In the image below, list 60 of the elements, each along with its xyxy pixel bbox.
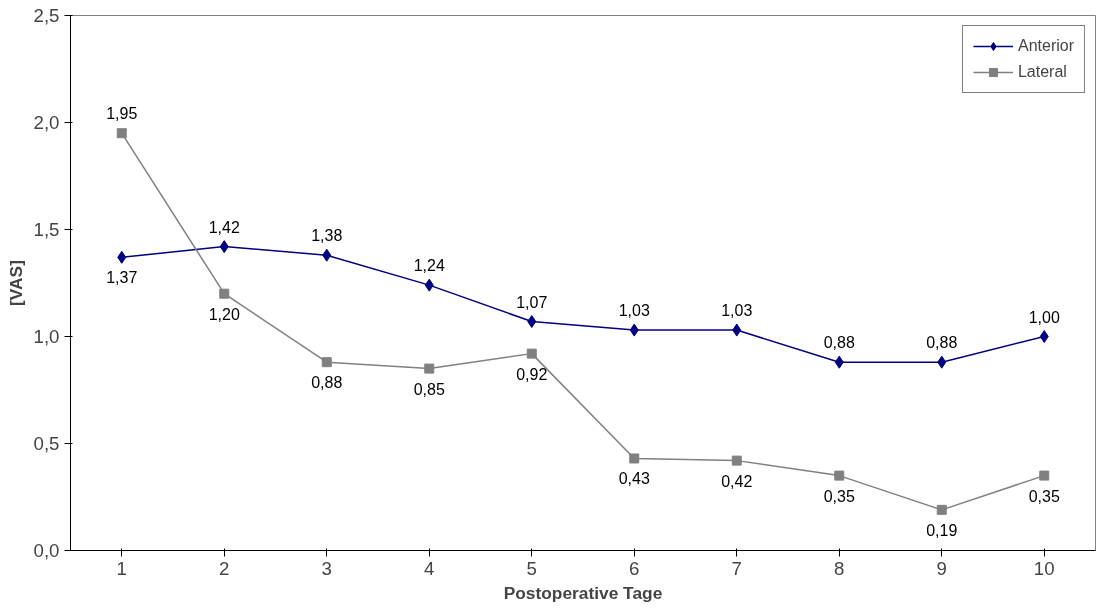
point bbox=[321, 357, 332, 368]
x-tick-label: 6 bbox=[629, 557, 640, 579]
data-label: 1,38 bbox=[311, 227, 343, 245]
point bbox=[834, 355, 844, 369]
data-label: 1,03 bbox=[721, 302, 753, 320]
x-tick-label: 9 bbox=[936, 557, 947, 579]
data-label: 0,43 bbox=[618, 470, 650, 488]
data-label: 0,92 bbox=[516, 365, 548, 383]
y-tick-label: 2,0 bbox=[33, 112, 60, 133]
data-label: 0,35 bbox=[823, 487, 855, 505]
y-tick-label: 0,5 bbox=[33, 433, 60, 454]
legend-label: Lateral bbox=[1017, 63, 1067, 81]
point bbox=[117, 250, 127, 264]
point bbox=[424, 278, 434, 292]
point bbox=[1039, 470, 1050, 481]
y-tick-label: 1,5 bbox=[33, 219, 60, 240]
y-tick-label: 0,0 bbox=[33, 540, 60, 561]
point bbox=[834, 470, 845, 481]
data-label: 0,88 bbox=[311, 374, 343, 392]
data-label: 1,42 bbox=[208, 218, 240, 236]
data-label: 1,37 bbox=[106, 269, 138, 287]
point bbox=[424, 363, 435, 374]
data-label: 0,42 bbox=[721, 472, 753, 490]
data-label: 1,20 bbox=[208, 305, 240, 323]
x-tick-label: 8 bbox=[834, 557, 845, 579]
x-tick-label: 3 bbox=[321, 557, 332, 579]
point bbox=[219, 240, 229, 254]
point bbox=[116, 128, 127, 139]
point bbox=[1039, 330, 1049, 343]
y-tick-label: 2,5 bbox=[33, 5, 60, 26]
data-label: 1,95 bbox=[106, 105, 138, 123]
data-label: 0,88 bbox=[823, 334, 855, 352]
point bbox=[527, 315, 537, 329]
data-label: 0,88 bbox=[926, 334, 958, 352]
data-label: 0,19 bbox=[926, 521, 958, 539]
point bbox=[731, 455, 742, 466]
x-tick-label: 2 bbox=[219, 557, 230, 579]
x-axis-title: Postoperative Tage bbox=[503, 582, 663, 603]
data-label: 1,24 bbox=[413, 257, 445, 275]
point bbox=[526, 348, 537, 359]
point bbox=[219, 288, 230, 299]
y-axis-title: [VAS] bbox=[5, 260, 26, 306]
point bbox=[322, 248, 332, 262]
y-tick-label: 1,0 bbox=[33, 326, 60, 347]
point bbox=[629, 323, 639, 337]
data-label: 1,00 bbox=[1028, 308, 1060, 326]
x-tick-label: 4 bbox=[424, 557, 435, 579]
legend-label: Anterior bbox=[1017, 37, 1074, 55]
x-tick-label: 7 bbox=[731, 557, 742, 579]
data-label: 0,35 bbox=[1028, 487, 1060, 505]
x-tick-label: 5 bbox=[526, 557, 537, 579]
point bbox=[629, 453, 640, 464]
data-label: 0,85 bbox=[413, 380, 445, 398]
data-label: 1,07 bbox=[516, 293, 548, 311]
data-label: 1,03 bbox=[618, 302, 650, 320]
point bbox=[936, 504, 947, 515]
x-tick-label: 10 bbox=[1033, 557, 1055, 579]
x-tick-label: 1 bbox=[116, 557, 127, 579]
point bbox=[937, 355, 947, 369]
point bbox=[732, 323, 742, 337]
